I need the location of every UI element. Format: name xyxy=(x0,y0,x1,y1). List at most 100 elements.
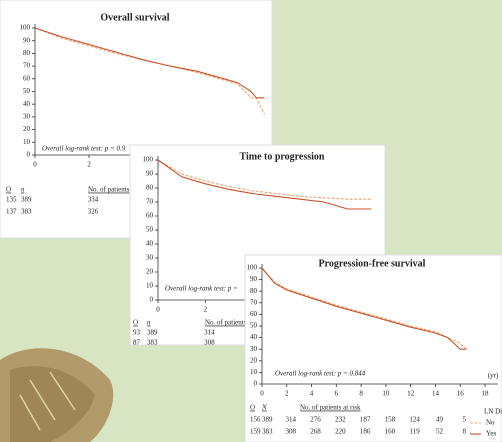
y-tick-label: 40 xyxy=(23,100,31,108)
y-tick-label: 100 xyxy=(20,24,31,32)
risk-cell: 334 xyxy=(88,196,99,204)
y-tick-label: 30 xyxy=(250,345,258,353)
y-tick-label: 50 xyxy=(23,87,31,95)
y-tick-label: 10 xyxy=(23,138,31,146)
y-tick-label: 40 xyxy=(146,240,154,248)
risk-cell: 389 xyxy=(21,196,32,204)
x-tick-label: 4 xyxy=(310,390,314,398)
chart-title: Overall survival xyxy=(100,12,169,23)
y-tick-label: 0 xyxy=(27,151,31,159)
risk-cell: 5 xyxy=(462,416,466,424)
y-tick-label: 10 xyxy=(146,282,154,290)
risk-header: O xyxy=(250,404,255,412)
risk-cell: 232 xyxy=(335,416,346,424)
y-tick-label: 30 xyxy=(146,254,154,262)
y-tick-label: 60 xyxy=(23,74,31,82)
legend-label: Yes xyxy=(486,430,496,438)
risk-cell: 87 xyxy=(133,339,141,347)
y-tick-label: 70 xyxy=(146,198,154,206)
x-tick-label: 10 xyxy=(382,390,390,398)
risk-cell: 276 xyxy=(310,416,321,424)
risk-cell: 389 xyxy=(262,416,273,424)
risk-cell: 119 xyxy=(410,428,421,436)
y-tick-label: 60 xyxy=(146,212,154,220)
chart-panel: Progression-free survival010203040506070… xyxy=(245,255,502,442)
x-tick-label: 14 xyxy=(432,390,440,398)
chart-title: Time to progression xyxy=(239,151,324,162)
annotation: Overall log-rank test: p = 0.844 xyxy=(275,370,366,378)
y-tick-label: 50 xyxy=(250,322,258,330)
risk-cell: 383 xyxy=(21,208,32,216)
risk-cell: 93 xyxy=(133,329,141,337)
page: Overall survival010203040506070809010002… xyxy=(0,0,502,442)
risk-cell: 137 xyxy=(6,208,17,216)
y-tick-label: 20 xyxy=(146,268,154,276)
y-tick-label: 20 xyxy=(250,356,258,364)
y-tick-label: 70 xyxy=(250,298,258,306)
risk-cell: 268 xyxy=(310,428,321,436)
y-tick-label: 90 xyxy=(23,36,31,44)
y-tick-label: 40 xyxy=(250,333,258,341)
risk-cell: 159 xyxy=(250,428,261,436)
x-tick-label: 0 xyxy=(156,306,160,314)
risk-cell: 383 xyxy=(262,428,273,436)
y-tick-label: 80 xyxy=(146,184,154,192)
y-tick-label: 100 xyxy=(247,264,258,272)
panel-background xyxy=(245,255,502,442)
risk-cell: 389 xyxy=(147,329,158,337)
y-tick-label: 90 xyxy=(146,170,154,178)
risk-cell: 124 xyxy=(409,416,420,424)
y-tick-label: 60 xyxy=(250,310,258,318)
risk-cell: 187 xyxy=(360,416,371,424)
y-tick-label: 50 xyxy=(146,226,154,234)
risk-cell: 314 xyxy=(286,416,297,424)
risk-cell: 383 xyxy=(147,339,158,347)
y-tick-label: 20 xyxy=(23,125,31,133)
x-tick-label: 16 xyxy=(457,390,465,398)
risk-cell: 160 xyxy=(385,428,396,436)
risk-cell: 308 xyxy=(204,339,215,347)
risk-header: n xyxy=(147,319,151,327)
y-tick-label: 0 xyxy=(150,296,154,304)
y-tick-label: 70 xyxy=(23,62,31,70)
y-tick-label: 80 xyxy=(23,49,31,57)
legend-title: LN Di xyxy=(484,408,502,416)
chart-title: Progression-free survival xyxy=(319,258,426,269)
y-tick-label: 90 xyxy=(250,275,258,283)
y-tick-label: 10 xyxy=(250,368,258,376)
risk-cell: 135 xyxy=(6,196,17,204)
risk-cell: 314 xyxy=(204,329,215,337)
annotation: Overall log-rank test: p = xyxy=(165,285,238,293)
x-tick-label: 0 xyxy=(33,161,37,169)
risk-header: N xyxy=(261,404,267,412)
x-tick-label: 2 xyxy=(204,306,208,314)
x-axis-label: (yr) xyxy=(488,372,499,380)
risk-header: n xyxy=(21,186,25,194)
x-tick-label: 6 xyxy=(335,390,339,398)
x-tick-label: 0 xyxy=(260,390,264,398)
risk-cell: 220 xyxy=(335,428,346,436)
risk-cell: 156 xyxy=(250,416,261,424)
risk-cell: 8 xyxy=(462,428,466,436)
y-tick-label: 100 xyxy=(143,156,154,164)
risk-cell: 158 xyxy=(385,416,396,424)
annotation: Overall log-rank test: p = 0.9 xyxy=(42,145,126,153)
x-tick-label: 2 xyxy=(285,390,289,398)
y-tick-label: 30 xyxy=(23,113,31,121)
risk-header: O xyxy=(6,186,11,194)
risk-cell: 52 xyxy=(436,428,444,436)
x-tick-label: 8 xyxy=(359,390,363,398)
risk-cell: 49 xyxy=(436,416,444,424)
risk-cell: 186 xyxy=(360,428,371,436)
x-tick-label: 2 xyxy=(87,161,91,169)
risk-header: No. of patients at risk xyxy=(300,404,361,412)
risk-cell: 308 xyxy=(286,428,297,436)
y-tick-label: 80 xyxy=(250,287,258,295)
x-tick-label: 18 xyxy=(482,390,490,398)
legend-label: No xyxy=(486,419,495,427)
figure: Overall survival010203040506070809010002… xyxy=(0,0,502,442)
x-tick-label: 12 xyxy=(407,390,415,398)
y-tick-label: 0 xyxy=(254,380,258,388)
risk-header: O xyxy=(133,319,138,327)
risk-cell: 326 xyxy=(88,208,99,216)
